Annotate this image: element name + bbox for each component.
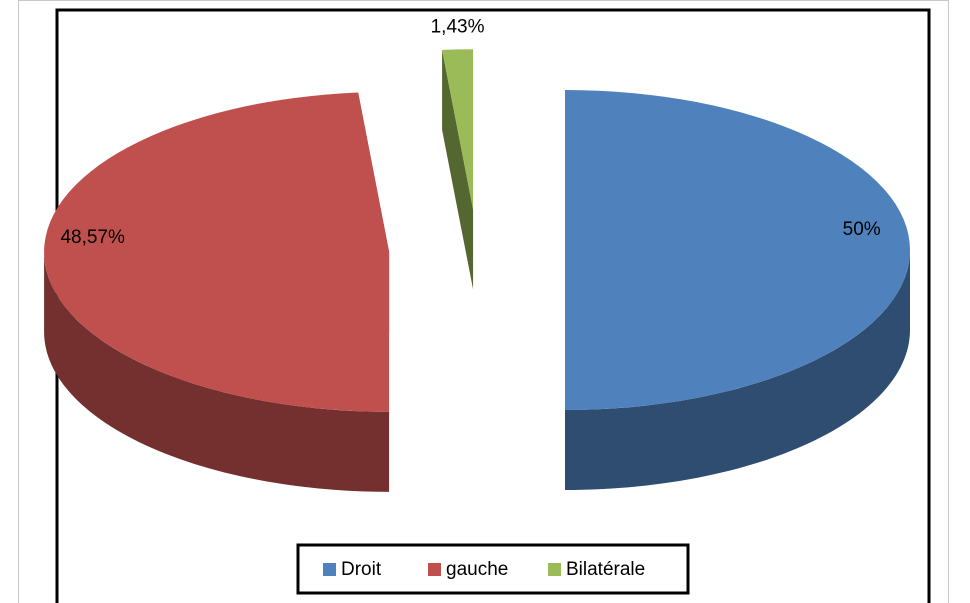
slice (442, 49, 474, 210)
legend-swatch (548, 563, 561, 576)
legend-label: gauche (446, 559, 508, 580)
legend-label: Bilatérale (566, 559, 645, 580)
slice-wall (442, 49, 474, 290)
legend-label: Droit (341, 559, 382, 580)
slice-side (44, 251, 390, 492)
data-labels: 50% 48,57% 1,43% (60, 16, 880, 248)
legend: Droit gauche Bilatérale (323, 559, 645, 580)
slice (44, 92, 390, 412)
outer-frame (18, 0, 949, 603)
data-label: 48,57% (60, 227, 125, 248)
data-label: 1,43% (431, 16, 485, 37)
data-label: 50% (843, 219, 881, 240)
slice (565, 90, 910, 410)
slice-side (565, 250, 910, 490)
legend-swatch (323, 563, 336, 576)
slices (44, 49, 910, 412)
legend-swatch (428, 563, 441, 576)
legend-box (296, 543, 690, 595)
